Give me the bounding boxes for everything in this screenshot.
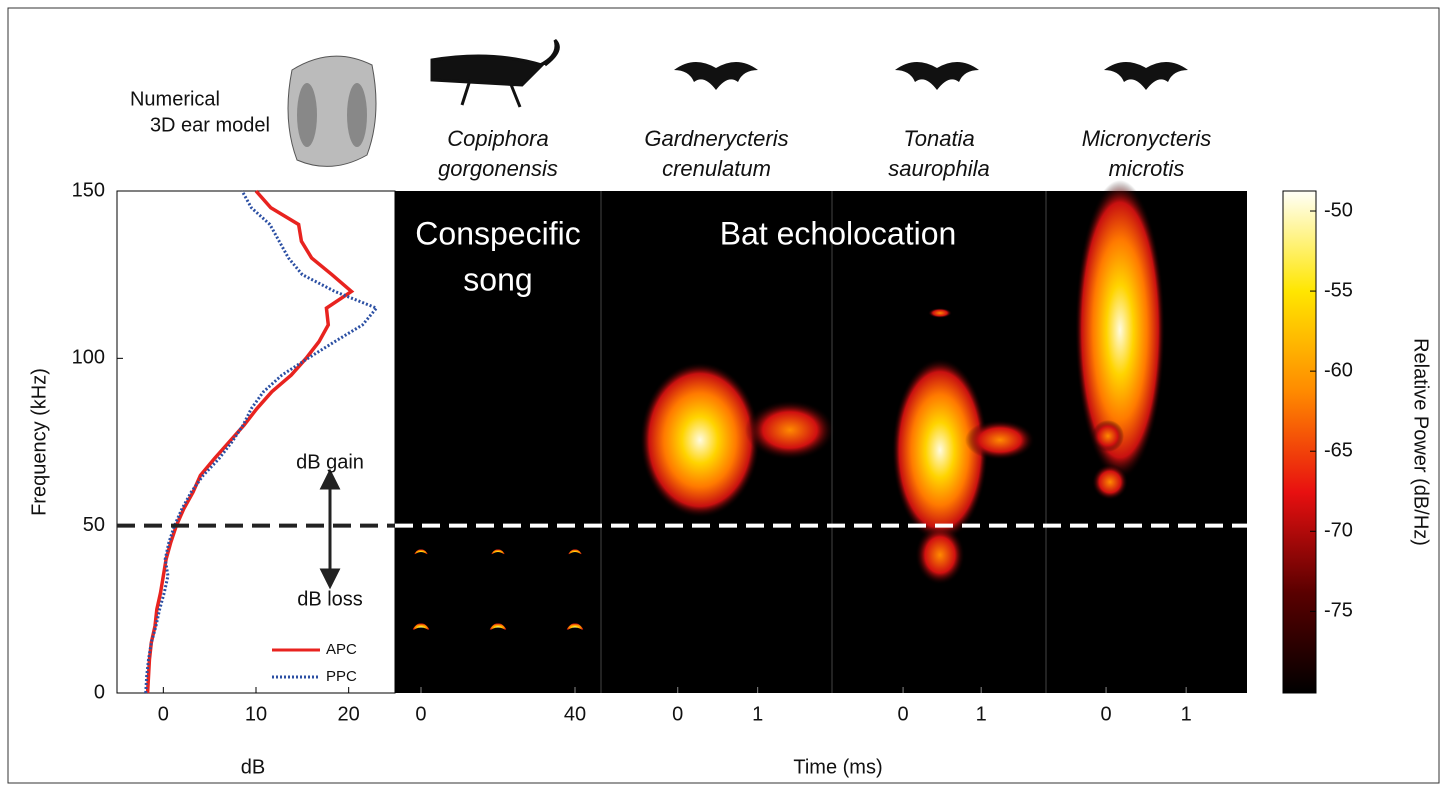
y-tick-label: 100: [72, 347, 105, 369]
species-label: Micronycteris: [1082, 126, 1212, 151]
colorbar-tick-label: -50: [1324, 199, 1353, 221]
colorbar-tick-label: -75: [1324, 600, 1353, 622]
spectrogram-blobs: [411, 180, 1165, 632]
species-label: microtis: [1109, 156, 1185, 181]
panel-separators: [600, 191, 1047, 693]
species-label: Copiphora: [447, 126, 549, 151]
frame: [7, 7, 1440, 784]
species-label: gorgonensis: [438, 156, 558, 181]
species-label: saurophila: [888, 156, 990, 181]
y-tick-label: 0: [94, 681, 105, 703]
x-tick-label: 0: [898, 703, 909, 725]
legend-label: PPC: [326, 668, 357, 685]
model-label: 3D ear model: [150, 114, 270, 136]
colorbar-tick-label: -60: [1324, 359, 1353, 381]
model-label: Numerical: [130, 88, 220, 110]
colorbar-tick-label: -70: [1324, 520, 1353, 542]
x-tick-label: 0: [158, 703, 169, 725]
x-axis-label: dB: [241, 756, 265, 778]
x-tick-label: 0: [672, 703, 683, 725]
colorbar-label: Relative Power (dB/Hz): [1410, 338, 1432, 546]
group-label: Bat echolocation: [720, 215, 957, 251]
species-label: Tonatia: [903, 126, 974, 151]
species-label: crenulatum: [662, 156, 771, 181]
x-tick-label: 20: [338, 703, 360, 725]
species-label: Gardnerycteris: [644, 126, 788, 151]
group-label: Conspecific: [415, 215, 580, 251]
x-tick-label: 10: [245, 703, 267, 725]
y-tick-label: 50: [83, 514, 105, 536]
x-tick-label: 1: [1181, 703, 1192, 725]
series-line: [144, 190, 379, 694]
colorbar-tick-label: -65: [1324, 439, 1353, 461]
loss-label: dB loss: [297, 588, 363, 610]
colorbar-tick-label: -55: [1324, 279, 1353, 301]
legend-label: APC: [326, 641, 357, 658]
x-tick-label: 1: [752, 703, 763, 725]
y-tick-label: 150: [72, 179, 105, 201]
x-axis-label: Time (ms): [793, 756, 882, 778]
gain-label: dB gain: [296, 451, 364, 473]
series-line: [145, 189, 355, 694]
x-tick-label: 1: [976, 703, 987, 725]
arrows: [319, 468, 341, 590]
header-icons: [287, 38, 1188, 167]
group-label: song: [463, 261, 532, 297]
x-tick-label: 0: [415, 703, 426, 725]
x-tick-label: 0: [1100, 703, 1111, 725]
y-axis-label: Frequency (kHz): [28, 368, 50, 516]
colorbar: [1282, 190, 1317, 694]
x-tick-label: 40: [564, 703, 586, 725]
